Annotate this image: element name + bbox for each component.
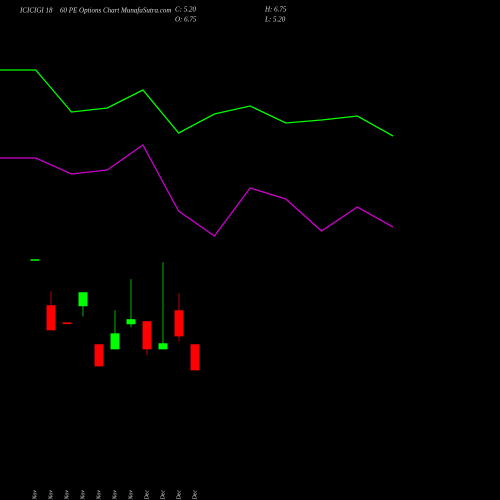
candle-body [174, 310, 184, 337]
chart-subtitle: 60 PE Options Chart MunafaSutra.com [60, 7, 171, 15]
ohlc-label: H: 6.75 [264, 6, 287, 14]
x-tick-label: 03 Dec [176, 490, 182, 500]
candle-body [46, 305, 56, 331]
candle-body [126, 319, 136, 325]
x-tick-label: 24 Nov [79, 490, 86, 500]
ohlc-label: C: 5.20 [175, 6, 197, 14]
x-tick-label: 01 Dec [144, 490, 150, 500]
candle-body [110, 333, 120, 350]
candle-body [94, 344, 104, 367]
candle-body [30, 259, 40, 261]
x-tick-label: 28 Nov [128, 490, 134, 500]
x-tick-label: 26 Nov [96, 490, 102, 500]
candle-body [158, 343, 168, 350]
chart-title: ICICIGI 18 [19, 7, 53, 15]
x-tick-label: 20 Nov [64, 490, 70, 500]
x-tick-label: 04 Dec [191, 490, 198, 500]
x-tick-label: 19 Nov [48, 490, 54, 500]
indicator-line [0, 144, 394, 237]
candle-body [78, 292, 88, 307]
ohlc-label: L: 5.20 [264, 16, 286, 24]
candle-body [142, 321, 152, 350]
candle-body [62, 322, 72, 325]
x-tick-label: 11 Nov [32, 490, 38, 500]
x-tick-label: 27 Nov [112, 490, 118, 500]
indicator-line [0, 69, 394, 137]
ohlc-label: O: 6.75 [175, 16, 197, 24]
candle-body [190, 344, 200, 371]
x-tick-label: 02 Dec [160, 490, 166, 500]
